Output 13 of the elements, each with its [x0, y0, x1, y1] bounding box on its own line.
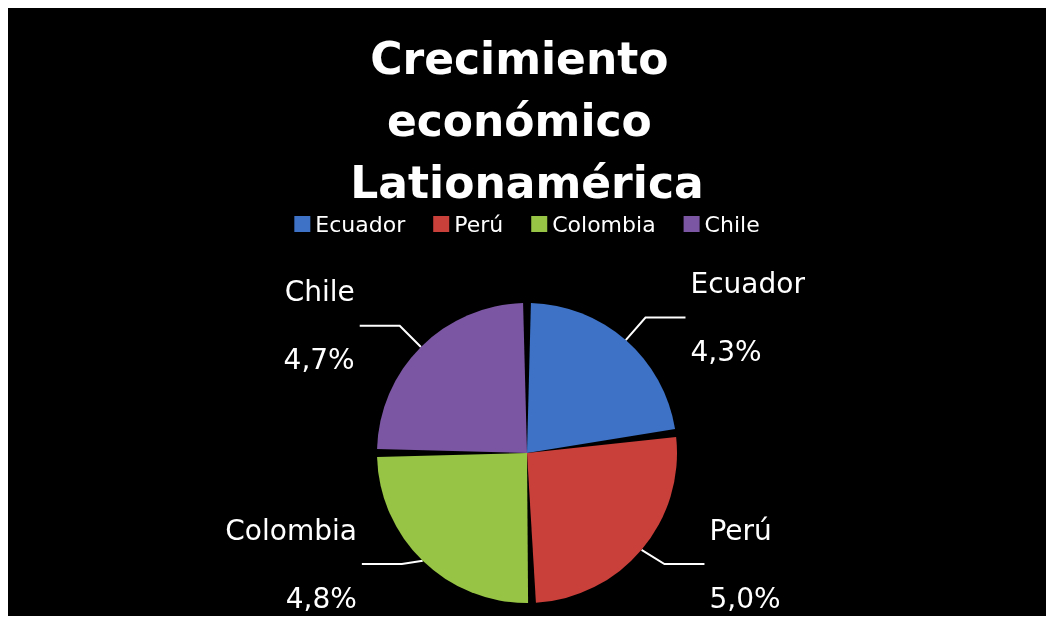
- legend-label: Colombia: [552, 211, 656, 237]
- chart-title: Crecimiento económico Lationamérica: [350, 32, 704, 208]
- data-label: 4,7%: [283, 343, 355, 377]
- data-label: 4,8%: [285, 581, 357, 615]
- legend-label: Perú: [454, 211, 504, 237]
- legend-label: Chile: [704, 211, 760, 237]
- slice-label: Colombia: [225, 513, 357, 547]
- slice-label: Ecuador: [690, 267, 806, 300]
- data-label: 5,0%: [709, 581, 781, 615]
- slice-label: Chile: [284, 275, 355, 309]
- legend-label: Ecuador: [315, 211, 407, 237]
- slice-label: Perú: [709, 513, 772, 547]
- data-label: 4,3%: [690, 335, 762, 368]
